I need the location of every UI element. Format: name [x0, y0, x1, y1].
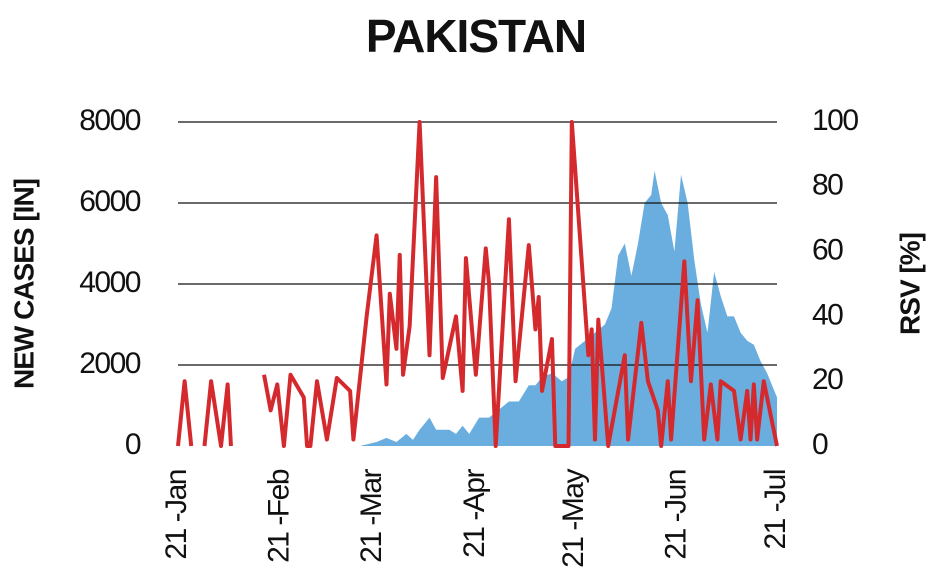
- chart-title: PAKISTAN: [366, 10, 586, 62]
- y2-tick-label: 60: [812, 234, 843, 267]
- x-tick-label: 21 -Feb: [263, 469, 296, 563]
- y2-axis-label: RSV [%]: [894, 233, 925, 335]
- y2-tick-label: 0: [812, 428, 828, 461]
- x-tick-label: 21 -May: [557, 469, 590, 568]
- line: [176, 120, 779, 448]
- x-tick-label: 21 -Jun: [660, 470, 693, 560]
- y2-tick-label: 40: [812, 298, 843, 331]
- x-tick-label: 21 -Mar: [355, 468, 388, 562]
- y2-tick-label: 20: [812, 363, 843, 396]
- y-tick-label: 0: [125, 428, 141, 461]
- x-tick-label: 21 -Apr: [458, 469, 491, 558]
- x-tick-label: 21 -Jan: [160, 470, 193, 560]
- area: [360, 170, 777, 446]
- y-axis-label: NEW CASES [IN]: [8, 179, 39, 389]
- y2-tick-label: 100: [812, 104, 858, 137]
- y-tick-label: 2000: [79, 347, 141, 380]
- y-tick-label: 8000: [79, 104, 141, 137]
- y-tick-label: 6000: [79, 185, 141, 218]
- y2-tick-label: 80: [812, 169, 843, 202]
- x-tick-label: 21 -Jul: [759, 470, 792, 550]
- y-tick-label: 4000: [79, 266, 141, 299]
